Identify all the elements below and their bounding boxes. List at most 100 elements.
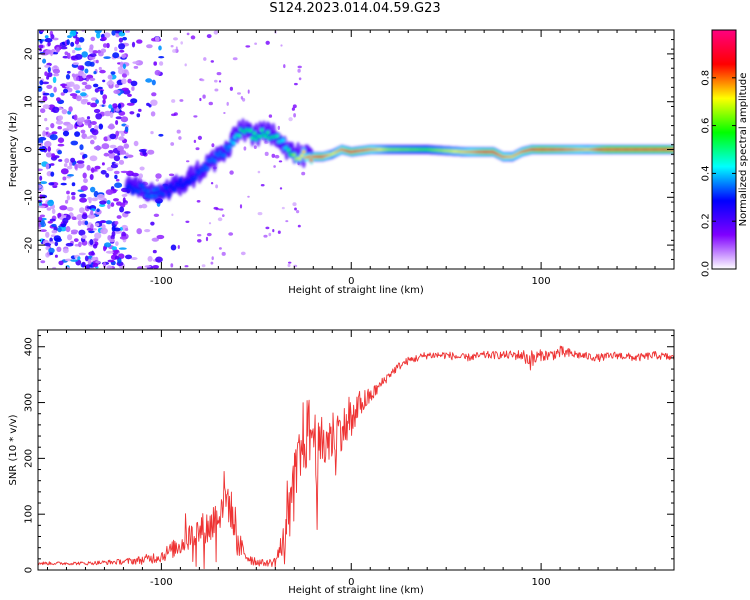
noise-blob bbox=[92, 50, 99, 54]
noise-blob bbox=[67, 174, 74, 177]
noise-blob bbox=[100, 229, 104, 234]
noise-blob bbox=[118, 43, 126, 50]
noise-blob bbox=[90, 102, 98, 108]
noise-blob bbox=[49, 92, 55, 98]
noise-blob bbox=[218, 80, 222, 83]
noise-blob bbox=[257, 170, 261, 174]
noise-blob bbox=[170, 263, 174, 268]
noise-blob bbox=[45, 231, 50, 238]
noise-blob bbox=[42, 92, 50, 96]
noise-blob bbox=[73, 238, 79, 243]
noise-blob bbox=[122, 36, 127, 41]
noise-blob bbox=[39, 201, 43, 207]
noise-blob bbox=[138, 173, 143, 179]
noise-blob bbox=[132, 61, 140, 64]
noise-blob bbox=[60, 92, 65, 96]
noise-blob bbox=[39, 48, 43, 52]
noise-blob bbox=[88, 251, 95, 256]
noise-blob bbox=[113, 170, 120, 175]
noise-blob bbox=[111, 231, 116, 237]
noise-blob bbox=[125, 254, 132, 260]
noise-blob bbox=[39, 142, 43, 148]
ridge-core bbox=[231, 141, 236, 145]
noise-blob bbox=[81, 213, 88, 220]
noise-blob bbox=[98, 123, 104, 130]
ridge-core bbox=[150, 194, 154, 198]
noise-blob bbox=[119, 150, 127, 155]
noise-blob bbox=[138, 108, 142, 112]
noise-blob bbox=[89, 239, 94, 246]
ridge-core bbox=[302, 150, 306, 154]
noise-blob bbox=[50, 171, 55, 177]
noise-blob bbox=[94, 88, 100, 93]
noise-blob bbox=[88, 230, 95, 234]
noise-blob bbox=[223, 112, 226, 114]
noise-blob bbox=[114, 221, 119, 225]
noise-blob bbox=[71, 216, 77, 220]
noise-blob bbox=[42, 96, 48, 102]
noise-blob bbox=[112, 249, 119, 255]
spectrogram-y-tick-label: 10 bbox=[24, 95, 35, 108]
noise-blob bbox=[101, 104, 105, 107]
noise-blob bbox=[208, 101, 213, 106]
noise-blob bbox=[54, 254, 58, 258]
noise-blob bbox=[60, 223, 67, 228]
noise-blob bbox=[52, 37, 59, 41]
noise-blob bbox=[264, 151, 269, 156]
noise-blob bbox=[76, 95, 82, 102]
noise-blob bbox=[213, 30, 219, 35]
noise-blob bbox=[102, 43, 108, 48]
noise-blob bbox=[70, 41, 75, 47]
noise-blob bbox=[62, 130, 70, 137]
ridge-core bbox=[193, 175, 198, 180]
noise-blob bbox=[76, 76, 80, 81]
noise-blob bbox=[68, 106, 73, 112]
snr-frame bbox=[37, 329, 675, 571]
noise-blob bbox=[217, 217, 223, 222]
noise-blob bbox=[40, 30, 45, 33]
noise-blob bbox=[118, 103, 122, 109]
noise-blob bbox=[240, 96, 244, 100]
snr-y-tick-label: 200 bbox=[24, 449, 35, 468]
noise-blob bbox=[150, 111, 156, 117]
noise-blob bbox=[158, 56, 165, 59]
ridge-core bbox=[146, 189, 150, 194]
noise-blob bbox=[214, 88, 219, 92]
noise-blob bbox=[158, 133, 164, 137]
snr-x-tick-label: 100 bbox=[532, 577, 551, 588]
noise-blob bbox=[103, 152, 110, 157]
noise-blob bbox=[247, 195, 250, 198]
noise-blob bbox=[44, 242, 52, 247]
noise-blob bbox=[109, 238, 115, 243]
noise-blob bbox=[292, 202, 297, 207]
noise-blob bbox=[124, 228, 129, 231]
noise-blob bbox=[185, 220, 190, 223]
noise-blob bbox=[208, 222, 212, 225]
noise-blob bbox=[102, 79, 106, 83]
noise-blob bbox=[38, 205, 46, 209]
noise-blob bbox=[63, 88, 68, 94]
noise-blob bbox=[126, 102, 135, 106]
noise-blob bbox=[114, 255, 120, 260]
noise-blob bbox=[70, 259, 78, 262]
noise-blob bbox=[108, 152, 116, 159]
noise-blob bbox=[102, 94, 108, 100]
noise-blob bbox=[39, 194, 43, 200]
noise-blob bbox=[84, 84, 92, 90]
noise-blob bbox=[152, 265, 159, 269]
noise-blob bbox=[213, 206, 219, 210]
noise-blob bbox=[151, 237, 159, 242]
noise-blob bbox=[74, 53, 83, 60]
page-title: S124.2023.014.04.59.G23 bbox=[269, 1, 441, 16]
snr-y-tick-label: 0 bbox=[24, 567, 35, 573]
noise-blob bbox=[206, 34, 212, 39]
noise-blob bbox=[57, 150, 62, 155]
noise-blob bbox=[146, 44, 153, 49]
noise-blob bbox=[89, 53, 97, 57]
noise-blob bbox=[108, 123, 115, 130]
noise-blob bbox=[94, 30, 102, 34]
noise-blob bbox=[277, 230, 281, 234]
noise-blob bbox=[118, 247, 127, 250]
snr-plot-area bbox=[38, 345, 674, 570]
noise-blob bbox=[90, 36, 96, 42]
